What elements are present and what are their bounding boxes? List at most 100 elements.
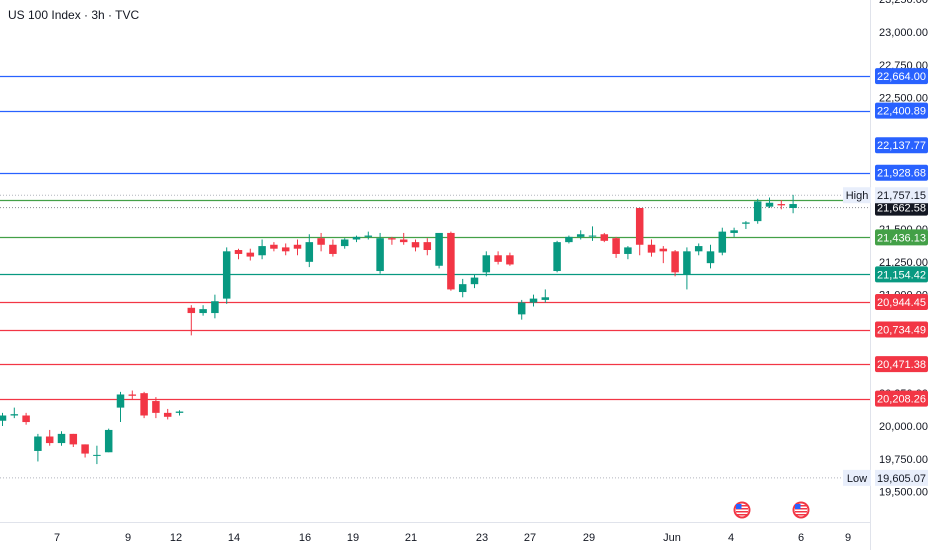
candle-body [399,239,408,243]
low-value-label: 19,605.07 [877,473,926,485]
y-tick-label: 22,500.00 [879,93,928,105]
high-tag-label: High [846,190,869,202]
candle-body [352,236,361,240]
x-tick-label: 14 [228,532,240,544]
flag-canton [736,504,742,509]
candle-body [588,235,597,237]
candle-body [600,234,609,241]
y-tick-label: 23,250.00 [879,0,928,6]
level-price-label-box [875,356,928,373]
candle-body [0,415,7,421]
current-price-label: 21,662.58 [877,203,926,215]
y-tick-label: 23,000.00 [879,27,928,39]
flag-stripe [736,505,748,507]
low-tag-label: Low [847,473,867,485]
candle-body [423,242,432,251]
level-price-label: 21,436.13 [877,232,926,244]
level-price-label: 20,208.26 [877,394,926,406]
low-value-box [875,469,928,486]
x-tick-label: 29 [583,532,595,544]
level-price-label-box [875,102,928,119]
candle-body [163,412,172,417]
flag-stripe [736,508,748,510]
high-value-box [875,187,928,204]
candle-body [211,301,219,314]
candle-body [718,231,727,253]
candle-body [482,255,491,273]
candle-body [694,246,703,252]
candle-body [411,242,420,248]
candle-body [765,202,774,207]
x-tick-label: 21 [405,532,417,544]
level-price-label: 20,734.49 [877,325,926,337]
flag-stripe [795,511,807,513]
candle-body [152,401,160,413]
candle-body [340,239,349,247]
flag-canton [795,504,801,509]
x-tick-label: 16 [299,532,311,544]
candle-body [93,454,101,456]
candle-body [22,415,30,423]
candles-group [0,194,797,465]
level-price-label: 22,664.00 [877,71,926,83]
candle-body [317,238,325,245]
candle-body [329,244,337,254]
x-tick-label: 4 [728,532,734,544]
candle-body [34,436,42,451]
candle-body [753,201,762,222]
candle-body [69,433,78,445]
x-tick-label: 9 [125,532,131,544]
y-tick-label: 21,250.00 [879,257,928,269]
flag-stripe [795,514,807,516]
level-price-label-box [875,229,928,246]
us-flag-event-icon [792,501,810,519]
candle-body [458,284,467,293]
low-tag-box [843,469,871,486]
candle-body [517,302,526,315]
candle-body [706,251,715,264]
x-tick-label: 12 [170,532,182,544]
y-tick-label: 20,000.00 [879,421,928,433]
candle-body [175,411,184,413]
candle-body [388,238,396,240]
us-flag-event-icon [733,501,751,519]
candle-body [140,393,148,416]
candle-body [258,246,266,256]
candle-body [187,307,196,314]
candle-body [529,298,538,303]
candle-body [376,238,384,272]
candle-body [447,232,455,290]
level-price-label: 22,400.89 [877,106,926,118]
candle-body [10,414,19,416]
x-tick-label: 19 [347,532,359,544]
x-tick-label: 9 [845,532,851,544]
candle-body [104,429,113,453]
level-price-label-box [875,390,928,407]
level-price-label-box [875,137,928,154]
candle-body [659,248,668,252]
flag-stripe [795,508,807,510]
high-value-label: 21,757.15 [877,190,926,202]
candle-body [435,232,443,266]
x-tick-label: Jun [663,532,681,544]
candle-body [45,436,54,444]
candle-body [612,238,620,254]
candle-body [494,255,502,262]
candle-body [116,394,125,408]
y-tick-label: 19,750.00 [879,454,928,466]
candle-body [730,230,738,233]
candle-body [470,277,479,285]
candle-body [305,242,314,262]
candle-body [635,207,644,245]
level-price-label-box [875,164,928,181]
candle-body [789,204,797,208]
candle-body [576,234,585,237]
candle-body [671,251,679,273]
candle-body [742,222,750,224]
flag-stripe [795,505,807,507]
level-price-label: 21,928.68 [877,168,926,180]
high-tag-box [843,187,871,204]
level-price-label-box [875,293,928,310]
flag-stripe [736,511,748,513]
